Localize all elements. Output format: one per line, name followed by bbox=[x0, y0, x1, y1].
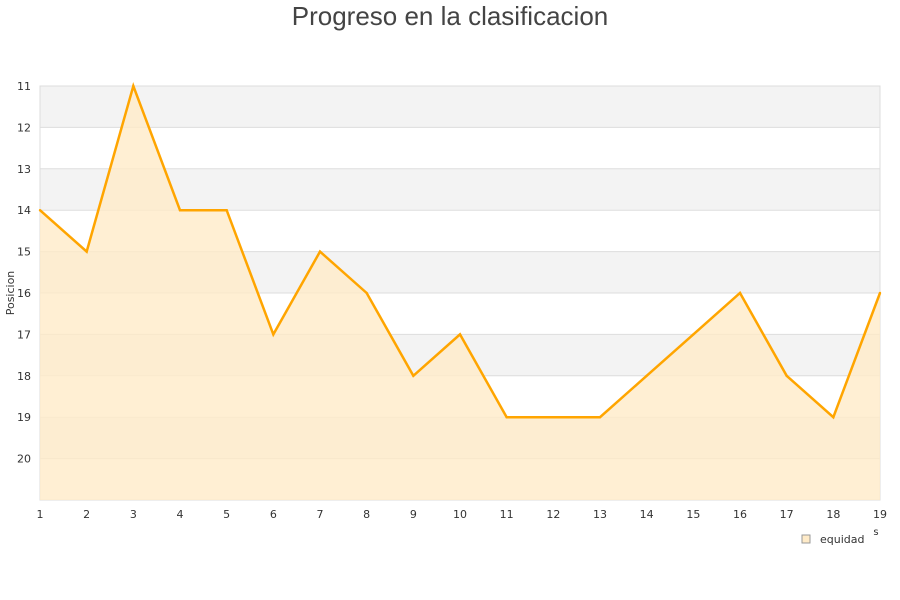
y-tick-label: 14 bbox=[17, 204, 31, 217]
x-tick-label: 15 bbox=[686, 508, 700, 521]
y-tick-label: 15 bbox=[17, 246, 31, 259]
x-tick-label: 4 bbox=[177, 508, 184, 521]
y-tick-label: 18 bbox=[17, 370, 31, 383]
chart-title: Progreso en la clasificacion bbox=[291, 1, 609, 31]
data-point bbox=[38, 209, 42, 212]
x-tick-label: 13 bbox=[593, 508, 607, 521]
data-point bbox=[832, 416, 835, 419]
x-tick-label: 17 bbox=[780, 508, 794, 521]
y-axis-label: Posicion bbox=[4, 271, 17, 316]
data-point bbox=[225, 209, 228, 212]
x-tick-label: 6 bbox=[270, 508, 277, 521]
y-tick-label: 20 bbox=[17, 453, 31, 466]
x-tick-label: 12 bbox=[546, 508, 560, 521]
x-tick-label: 10 bbox=[453, 508, 467, 521]
data-point bbox=[365, 291, 368, 295]
data-point bbox=[272, 333, 275, 336]
x-axis-label: s bbox=[873, 527, 878, 538]
x-tick-label: 7 bbox=[317, 508, 324, 521]
data-point bbox=[878, 291, 882, 295]
data-point bbox=[318, 250, 322, 253]
grid-band bbox=[40, 168, 880, 211]
y-tick-label: 19 bbox=[17, 411, 31, 424]
data-point bbox=[645, 374, 648, 377]
data-point bbox=[738, 291, 742, 295]
x-tick-label: 19 bbox=[873, 508, 887, 521]
data-point bbox=[505, 416, 508, 419]
y-tick-label: 17 bbox=[17, 328, 31, 341]
y-tick-label: 12 bbox=[17, 121, 31, 134]
legend-swatch bbox=[801, 534, 811, 544]
x-tick-label: 18 bbox=[826, 508, 840, 521]
series-area bbox=[40, 86, 880, 500]
legend-label: equidad bbox=[820, 533, 864, 546]
data-point bbox=[598, 416, 602, 419]
x-tick-label: 2 bbox=[83, 508, 90, 521]
x-tick-label: 9 bbox=[410, 508, 417, 521]
y-tick-label: 13 bbox=[17, 163, 31, 176]
y-tick-label: 16 bbox=[17, 287, 31, 300]
data-point bbox=[458, 333, 462, 336]
data-point bbox=[132, 84, 135, 88]
grid-band bbox=[40, 86, 880, 128]
y-tick-label: 11 bbox=[17, 80, 31, 93]
x-tick-label: 5 bbox=[223, 508, 230, 521]
x-tick-label: 3 bbox=[130, 508, 137, 521]
x-tick-label: 1 bbox=[37, 508, 44, 521]
x-tick-label: 14 bbox=[640, 508, 654, 521]
data-point bbox=[552, 416, 555, 419]
data-point bbox=[178, 209, 182, 212]
data-point bbox=[412, 374, 415, 377]
x-tick-label: 16 bbox=[733, 508, 747, 521]
data-point bbox=[692, 333, 695, 336]
data-point bbox=[785, 374, 788, 377]
data-point bbox=[85, 250, 88, 253]
x-tick-label: 8 bbox=[363, 508, 370, 521]
x-tick-label: 11 bbox=[500, 508, 514, 521]
grid-band bbox=[40, 127, 880, 169]
